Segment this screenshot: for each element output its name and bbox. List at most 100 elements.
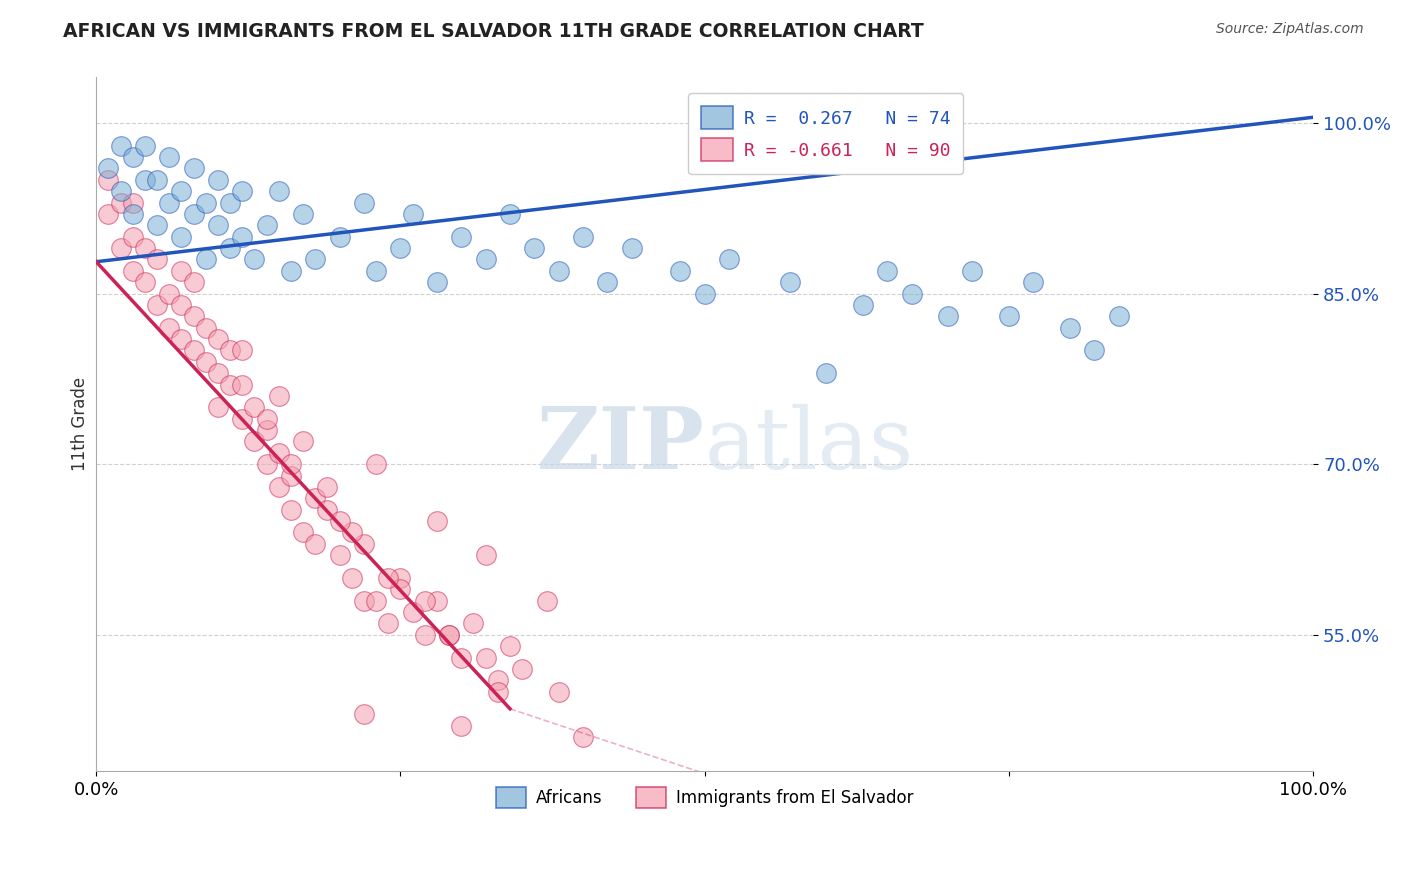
Point	[329, 229, 352, 244]
Point	[779, 275, 801, 289]
Point	[292, 207, 315, 221]
Point	[413, 593, 436, 607]
Point	[1083, 343, 1105, 358]
Point	[852, 298, 875, 312]
Point	[450, 650, 472, 665]
Point	[474, 252, 496, 267]
Point	[194, 195, 217, 210]
Point	[267, 480, 290, 494]
Point	[366, 457, 388, 471]
Point	[256, 411, 278, 425]
Point	[207, 401, 229, 415]
Point	[231, 229, 253, 244]
Point	[413, 628, 436, 642]
Point	[998, 310, 1021, 324]
Point	[134, 241, 156, 255]
Point	[815, 366, 838, 380]
Point	[693, 286, 716, 301]
Y-axis label: 11th Grade: 11th Grade	[72, 377, 89, 472]
Point	[170, 184, 193, 198]
Point	[304, 537, 326, 551]
Point	[962, 264, 984, 278]
Point	[389, 241, 412, 255]
Point	[243, 401, 266, 415]
Point	[170, 264, 193, 278]
Point	[170, 229, 193, 244]
Point	[353, 707, 375, 722]
Point	[243, 252, 266, 267]
Point	[110, 138, 132, 153]
Point	[194, 320, 217, 334]
Point	[183, 161, 205, 176]
Point	[207, 219, 229, 233]
Point	[499, 639, 522, 653]
Point	[194, 252, 217, 267]
Point	[157, 150, 180, 164]
Point	[146, 252, 169, 267]
Point	[121, 264, 143, 278]
Point	[183, 207, 205, 221]
Point	[280, 264, 302, 278]
Text: AFRICAN VS IMMIGRANTS FROM EL SALVADOR 11TH GRADE CORRELATION CHART: AFRICAN VS IMMIGRANTS FROM EL SALVADOR 1…	[63, 22, 924, 41]
Point	[231, 411, 253, 425]
Point	[329, 548, 352, 562]
Point	[146, 219, 169, 233]
Point	[596, 275, 619, 289]
Text: atlas: atlas	[704, 404, 914, 487]
Text: ZIP: ZIP	[537, 403, 704, 487]
Point	[620, 241, 643, 255]
Point	[426, 275, 449, 289]
Point	[146, 173, 169, 187]
Point	[292, 525, 315, 540]
Point	[353, 537, 375, 551]
Point	[280, 502, 302, 516]
Point	[170, 298, 193, 312]
Point	[340, 525, 363, 540]
Point	[536, 593, 558, 607]
Point	[110, 184, 132, 198]
Point	[121, 207, 143, 221]
Point	[547, 685, 569, 699]
Point	[353, 593, 375, 607]
Point	[450, 719, 472, 733]
Point	[377, 616, 399, 631]
Point	[219, 343, 242, 358]
Point	[547, 264, 569, 278]
Point	[134, 138, 156, 153]
Point	[170, 332, 193, 346]
Point	[231, 184, 253, 198]
Point	[523, 241, 546, 255]
Point	[1022, 275, 1045, 289]
Point	[437, 628, 460, 642]
Point	[572, 731, 595, 745]
Point	[110, 241, 132, 255]
Point	[450, 229, 472, 244]
Point	[474, 650, 496, 665]
Point	[267, 389, 290, 403]
Point	[474, 548, 496, 562]
Point	[256, 423, 278, 437]
Point	[510, 662, 533, 676]
Point	[718, 252, 741, 267]
Point	[280, 468, 302, 483]
Point	[97, 207, 120, 221]
Point	[499, 207, 522, 221]
Point	[157, 320, 180, 334]
Point	[437, 628, 460, 642]
Point	[219, 241, 242, 255]
Point	[157, 286, 180, 301]
Legend: Africans, Immigrants from El Salvador: Africans, Immigrants from El Salvador	[489, 780, 920, 815]
Point	[486, 685, 509, 699]
Point	[401, 207, 423, 221]
Point	[426, 514, 449, 528]
Point	[426, 593, 449, 607]
Point	[121, 150, 143, 164]
Point	[292, 434, 315, 449]
Point	[97, 173, 120, 187]
Point	[936, 310, 959, 324]
Text: Source: ZipAtlas.com: Source: ZipAtlas.com	[1216, 22, 1364, 37]
Point	[231, 377, 253, 392]
Point	[876, 264, 898, 278]
Point	[134, 275, 156, 289]
Point	[121, 229, 143, 244]
